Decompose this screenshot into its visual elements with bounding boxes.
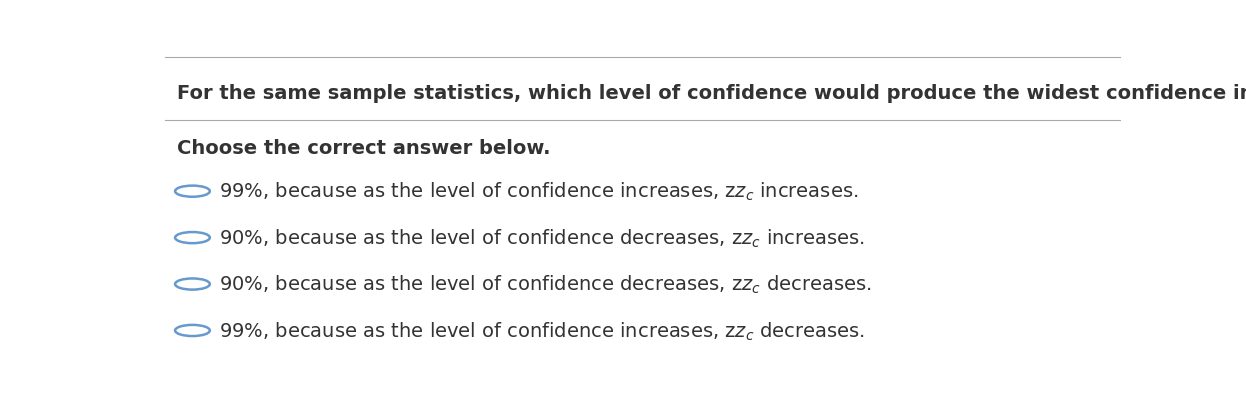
Text: For the same sample statistics, which level of confidence would produce the wide: For the same sample statistics, which le… [177,83,1246,102]
Text: 90%, because as the level of confidence decreases, z$z_c$ increases.: 90%, because as the level of confidence … [218,227,865,249]
Text: 99%, because as the level of confidence increases, z$z_c$ increases.: 99%, because as the level of confidence … [218,180,857,203]
Text: 90%, because as the level of confidence decreases, z$z_c$ decreases.: 90%, because as the level of confidence … [218,273,871,296]
Text: Choose the correct answer below.: Choose the correct answer below. [177,139,551,158]
Text: 99%, because as the level of confidence increases, z$z_c$ decreases.: 99%, because as the level of confidence … [218,320,865,342]
